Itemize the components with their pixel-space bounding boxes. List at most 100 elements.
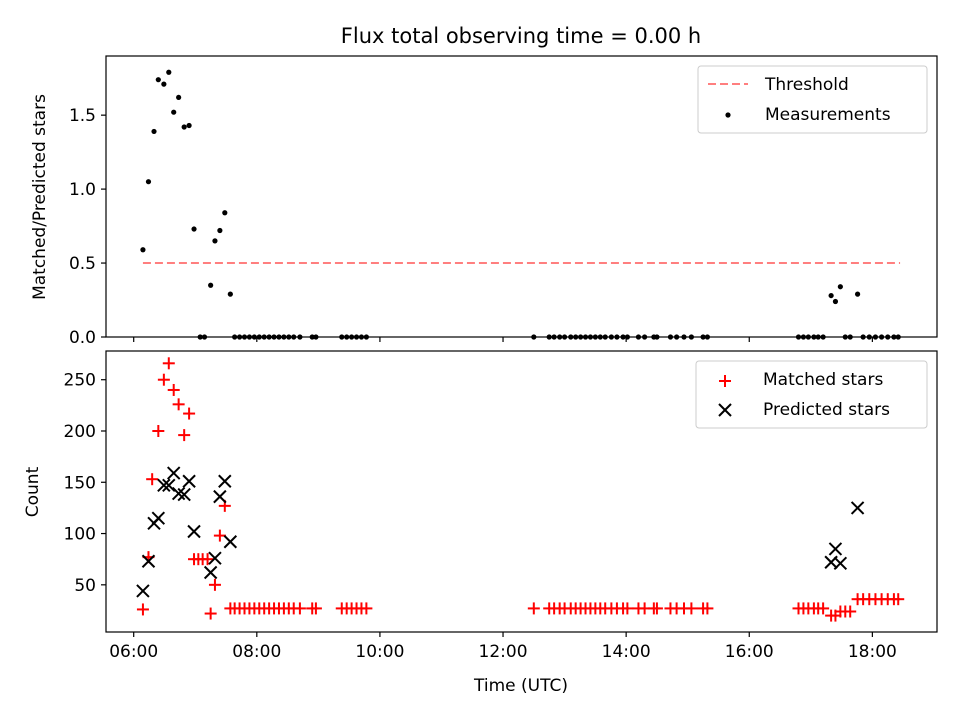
ratio-dot-point-75 — [837, 284, 843, 290]
legend-matched-label: Matched stars — [763, 370, 883, 390]
count-plus-point-2 — [146, 473, 159, 486]
ratio-dot-point-69 — [805, 334, 811, 340]
ratio-dot-point-34 — [339, 334, 345, 340]
ratio-dot-point-9 — [186, 122, 192, 129]
ratio-dot-point-18 — [232, 334, 238, 340]
ratio-dot-point-36 — [349, 334, 355, 340]
count-plus-point-0 — [136, 603, 149, 616]
count-x-point-14-b — [218, 474, 232, 488]
ratio-dot-point-35 — [344, 334, 350, 340]
ratio-dot-point-4 — [161, 81, 167, 87]
ratio-dot-point-3 — [155, 77, 161, 83]
ratio-dot-point-6 — [171, 109, 177, 115]
legend-measurements-label: Measurements — [765, 105, 891, 125]
count-plus-point-86 — [892, 593, 905, 606]
ratio-dot-point-12 — [201, 334, 208, 340]
count-x-point-12 — [208, 551, 222, 565]
xtick-label-12:00: 12:00 — [479, 642, 528, 662]
count-ytick-label-200: 200 — [64, 422, 96, 442]
count-plus-point-14 — [204, 607, 217, 620]
count-x-point-6 — [167, 466, 181, 480]
count-plus-point-4 — [157, 373, 170, 386]
ratio-dot-point-43 — [557, 334, 563, 340]
ratio-legend: Threshold Measurements — [697, 65, 928, 134]
ratio-dot-point-50 — [592, 334, 598, 340]
count-ytick-label-100: 100 — [64, 525, 96, 545]
count-series-predicted-stars — [136, 466, 865, 598]
count-plus-point-40 — [360, 602, 373, 615]
ratio-dot-point-51 — [597, 334, 603, 340]
ratio-dot-point-47 — [577, 334, 584, 340]
count-plus-point-67 — [701, 602, 714, 615]
ratio-dot-point-44 — [561, 334, 568, 340]
ratio-dot-point-78 — [854, 291, 861, 297]
count-x-point-0-b — [136, 584, 150, 598]
count-x-point-3 — [151, 511, 166, 525]
count-plus-point-34 — [309, 602, 322, 615]
ratio-dot-point-24 — [261, 334, 267, 340]
ratio-dot-point-61 — [667, 334, 674, 340]
ratio-dot-point-25 — [266, 334, 272, 340]
count-marks: 50 100 150 200 250 06:00 08:00 10:00 12:00 14:00 1… — [64, 357, 905, 662]
count-x-point-19-b — [850, 501, 865, 515]
ratio-dot-point-26 — [271, 334, 277, 340]
count-x-point-4 — [157, 478, 171, 493]
count-x-point-8 — [177, 487, 191, 502]
ratio-dot-point-84 — [891, 334, 897, 340]
ratio-dot-point-16 — [222, 210, 228, 216]
ratio-dot-point-68 — [800, 334, 807, 340]
count-x-point-9-b — [182, 474, 196, 488]
xtick-label-18:00: 18:00 — [848, 642, 897, 662]
count-x-point-3-b — [151, 511, 166, 525]
count-x-point-10 — [187, 524, 201, 539]
ratio-ytick-label-0.0: 0.0 — [69, 328, 96, 348]
count-plus-point-15 — [208, 578, 221, 591]
ratio-dot-point-33 — [313, 334, 319, 340]
count-x-point-5 — [162, 478, 176, 493]
ratio-dot-point-46 — [573, 334, 579, 340]
ratio-dot-point-67 — [795, 334, 802, 340]
ratio-ytick-label-0.5: 0.5 — [69, 254, 96, 274]
count-ytick-label-250: 250 — [64, 371, 96, 391]
xtick-label-06:00: 06:00 — [109, 642, 158, 662]
legend-threshold-label: Threshold — [764, 75, 849, 95]
count-x-point-1 — [141, 554, 156, 568]
ratio-dot-point-45 — [568, 334, 574, 340]
count-x-point-8-b — [177, 487, 191, 502]
ratio-dot-point-19 — [236, 334, 243, 340]
legend-predicted-swatch — [718, 403, 732, 417]
ratio-dot-point-8 — [181, 124, 187, 130]
ratio-marks: 0.0 0.5 1.0 1.5 — [69, 69, 901, 348]
ratio-dot-point-83 — [885, 334, 891, 340]
count-x-point-4-b — [157, 478, 171, 493]
count-x-point-6-b — [167, 466, 181, 480]
ratio-dot-point-30 — [291, 334, 297, 340]
count-plus-point-6 — [167, 383, 180, 396]
count-x-point-12-b — [208, 551, 222, 565]
count-ytick-label-150: 150 — [64, 473, 96, 493]
ratio-dot-point-71 — [815, 334, 821, 340]
ratio-dot-point-5 — [166, 69, 172, 75]
count-plus-point-7 — [172, 398, 185, 411]
count-x-point-10-b — [187, 524, 201, 539]
ratio-dot-point-31 — [297, 334, 303, 340]
ratio-dot-point-15 — [217, 227, 223, 234]
ratio-dot-point-73 — [828, 292, 834, 299]
ratio-dot-point-38 — [358, 334, 365, 340]
ratio-dot-point-81 — [872, 334, 879, 340]
ratio-dot-point-64 — [688, 334, 694, 340]
count-x-point-18-b — [833, 556, 848, 570]
ratio-dot-point-0 — [140, 247, 146, 253]
ratio-dot-point-41 — [546, 334, 552, 340]
ratio-dot-point-70 — [811, 334, 817, 340]
ratio-dot-point-28 — [281, 334, 287, 340]
count-plus-point-5 — [162, 357, 175, 370]
ratio-dot-point-77 — [847, 334, 853, 340]
ratio-dot-point-11 — [197, 334, 203, 340]
x-axis-label: Time (UTC) — [473, 676, 568, 696]
count-x-point-17-b — [828, 542, 843, 556]
ratio-dot-point-76 — [842, 334, 848, 340]
legend-predicted-label: Predicted stars — [763, 400, 890, 420]
ratio-dot-point-48 — [582, 334, 589, 340]
